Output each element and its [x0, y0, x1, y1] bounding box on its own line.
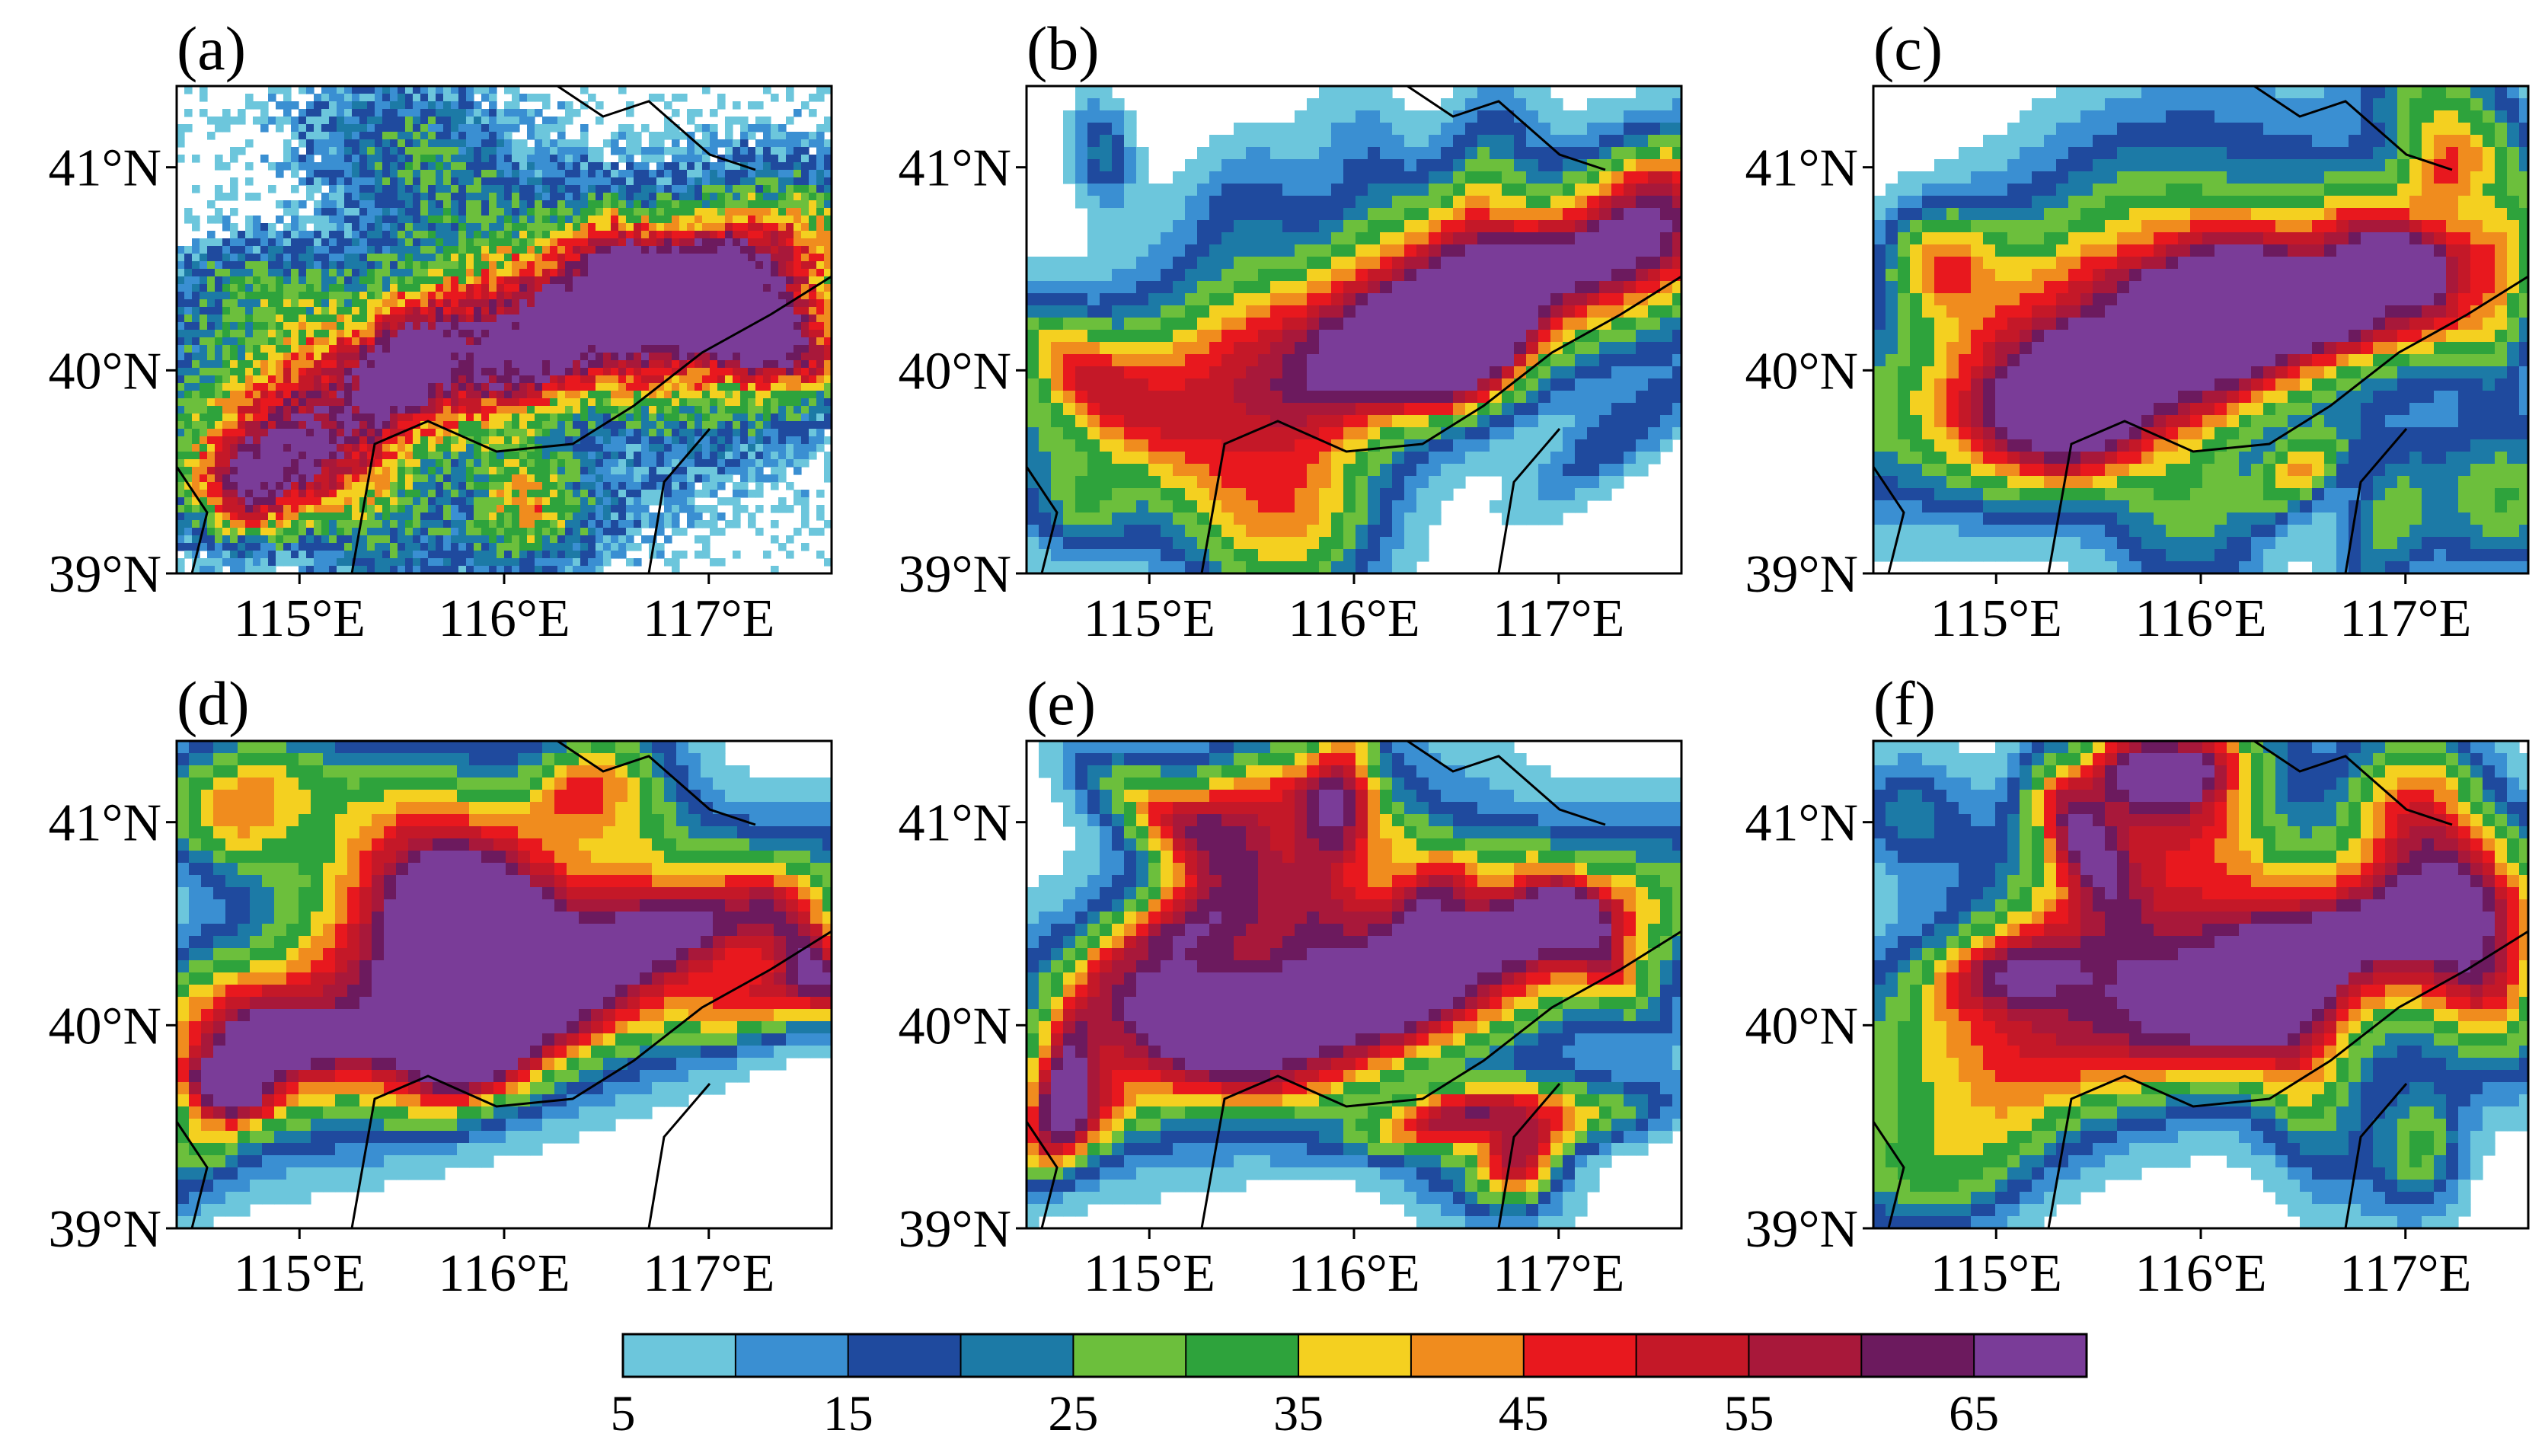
x-tick-label: 115°E	[234, 589, 366, 648]
panel-label: (d)	[177, 669, 250, 738]
reflectivity-field	[177, 741, 835, 1229]
x-tick-label: 117°E	[643, 1244, 774, 1303]
x-tick-label: 117°E	[1493, 589, 1624, 648]
colorbar-segment	[1861, 1334, 1974, 1377]
colorbar-tick-label: 35	[1273, 1386, 1324, 1442]
x-tick-label: 116°E	[1288, 589, 1419, 648]
panel-label: (c)	[1873, 14, 1943, 83]
x-tick-label: 117°E	[1493, 1244, 1624, 1303]
colorbar-tick-label: 55	[1723, 1386, 1774, 1442]
colorbar-segment	[623, 1334, 736, 1377]
y-tick-label: 41°N	[1745, 139, 1858, 198]
y-tick-label: 41°N	[898, 794, 1011, 853]
reflectivity-field	[177, 86, 832, 574]
y-tick-label: 40°N	[1745, 997, 1858, 1055]
x-tick-label: 115°E	[1930, 589, 2062, 648]
y-tick-label: 41°N	[48, 139, 161, 198]
reflectivity-field	[1027, 86, 1685, 574]
panel-label: (b)	[1027, 14, 1100, 83]
y-tick-label: 39°N	[48, 1200, 161, 1259]
x-tick-label: 116°E	[2135, 1244, 2266, 1303]
colorbar-tick-label: 65	[1949, 1386, 1999, 1442]
y-tick-label: 39°N	[48, 545, 161, 604]
x-tick-label: 115°E	[1084, 1244, 1215, 1303]
colorbar-segment	[1073, 1334, 1186, 1377]
colorbar: 5 15 25 35 45 55 65	[547, 1334, 2163, 1456]
colorbar-segment	[736, 1334, 848, 1377]
x-tick-label: 117°E	[2339, 589, 2471, 648]
x-tick-label: 117°E	[643, 589, 774, 648]
colorbar-tick-label: 45	[1499, 1386, 1549, 1442]
colorbar-segment	[961, 1334, 1074, 1377]
reflectivity-field	[1027, 741, 1685, 1229]
y-tick-label: 40°N	[48, 997, 161, 1055]
panel-label: (f)	[1873, 669, 1936, 738]
y-tick-label: 39°N	[1745, 545, 1858, 604]
y-tick-label: 40°N	[1745, 342, 1858, 401]
x-tick-label: 116°E	[438, 1244, 570, 1303]
colorbar-segment	[1186, 1334, 1298, 1377]
reflectivity-field	[1873, 741, 2532, 1229]
colorbar-segment	[1298, 1334, 1411, 1377]
y-tick-label: 39°N	[898, 545, 1011, 604]
x-tick-label: 115°E	[1930, 1244, 2062, 1303]
y-tick-label: 39°N	[898, 1200, 1011, 1259]
panel-label: (a)	[177, 14, 246, 83]
y-tick-label: 40°N	[898, 997, 1011, 1055]
colorbar-segment	[1748, 1334, 1861, 1377]
x-tick-label: 115°E	[234, 1244, 366, 1303]
y-tick-label: 40°N	[48, 342, 161, 401]
colorbar-segment	[1524, 1334, 1637, 1377]
y-tick-label: 40°N	[898, 342, 1011, 401]
panel-label: (e)	[1027, 669, 1096, 738]
y-tick-label: 41°N	[898, 139, 1011, 198]
x-tick-label: 116°E	[2135, 589, 2266, 648]
colorbar-segment	[848, 1334, 961, 1377]
colorbar-tick-label: 25	[1048, 1386, 1098, 1442]
y-tick-label: 41°N	[1745, 794, 1858, 853]
colorbar-segment	[1974, 1334, 2087, 1377]
colorbar-tick-label: 15	[823, 1386, 873, 1442]
colorbar-segment	[1637, 1334, 1749, 1377]
y-tick-label: 39°N	[1745, 1200, 1858, 1259]
colorbar-tick-label: 5	[611, 1386, 636, 1442]
x-tick-label: 115°E	[1084, 589, 1215, 648]
colorbar-segment	[1411, 1334, 1524, 1377]
x-tick-label: 116°E	[438, 589, 570, 648]
x-tick-label: 117°E	[2339, 1244, 2471, 1303]
x-tick-label: 116°E	[1288, 1244, 1419, 1303]
reflectivity-field	[1873, 86, 2532, 574]
y-tick-label: 41°N	[48, 794, 161, 853]
